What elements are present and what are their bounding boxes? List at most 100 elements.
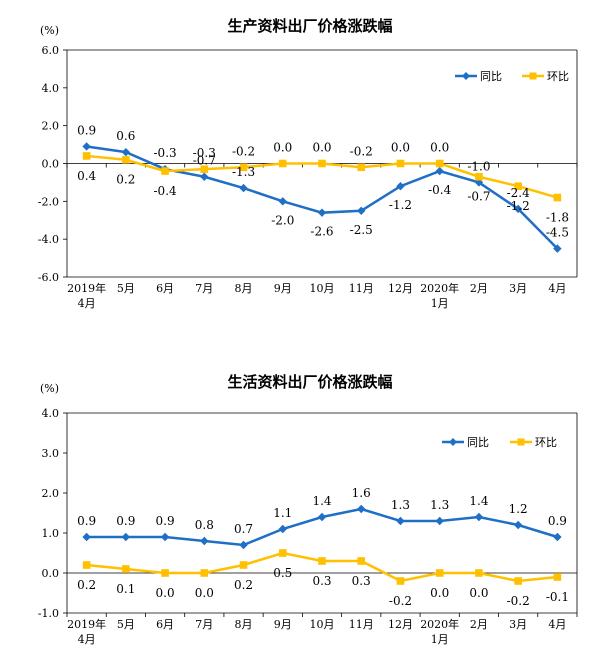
data-label: -0.3 <box>154 146 177 160</box>
y-tick-label: -1.0 <box>38 607 59 620</box>
x-tick-label: 7月 <box>195 282 213 295</box>
data-point <box>239 561 248 569</box>
legend-label: 同比 <box>480 70 502 83</box>
y-tick-label: 1.0 <box>42 527 60 540</box>
data-label: 1.4 <box>469 494 488 508</box>
data-label: 0.1 <box>116 582 135 596</box>
x-tick-label: 5月 <box>117 282 135 295</box>
x-tick-label: 4月 <box>548 282 566 295</box>
data-label: -2.5 <box>350 223 373 237</box>
data-point <box>396 516 405 526</box>
data-label: -0.4 <box>428 183 452 197</box>
x-tick-label: 2月 <box>470 282 488 295</box>
data-label: -0.3 <box>193 146 216 160</box>
data-label: 0.3 <box>312 574 331 588</box>
data-label: 1.3 <box>391 498 410 512</box>
data-point <box>82 532 91 542</box>
data-point <box>239 163 248 172</box>
data-point <box>200 172 209 181</box>
data-point <box>317 208 327 217</box>
data-point <box>435 159 444 168</box>
data-label: -1.2 <box>389 198 412 212</box>
data-label: 0.2 <box>116 173 135 187</box>
data-label: -2.0 <box>271 213 294 227</box>
x-tick-label: 3月 <box>509 618 527 631</box>
data-point <box>553 244 562 253</box>
chart-2: 生活资料出厂价格涨跌幅 (%) 4.0 3.0 2.0 1.0 0.0 -1.0 2019年 4月… <box>38 373 578 646</box>
data-point <box>553 532 562 542</box>
data-point <box>278 159 287 168</box>
data-point <box>396 577 405 585</box>
x-tick-label: 9月 <box>274 282 292 295</box>
data-label: -0.2 <box>350 144 373 158</box>
data-label: -2.6 <box>310 225 333 239</box>
data-point <box>200 569 209 577</box>
data-point <box>278 549 287 557</box>
data-point <box>122 155 130 164</box>
data-point <box>278 524 287 534</box>
data-point <box>200 536 209 546</box>
x-tick-label: 5月 <box>117 618 135 631</box>
y-tick-label: 2.0 <box>42 120 60 133</box>
data-label: 0.0 <box>430 141 449 155</box>
x-tick-label: 10月 <box>310 282 335 295</box>
x-tick-label: 4月 <box>78 633 96 646</box>
data-label: 0.9 <box>77 514 96 528</box>
unit-label: (%) <box>40 382 59 395</box>
x-tick-label: 2020年 <box>420 617 459 631</box>
data-label: 0.3 <box>352 574 371 588</box>
data-point <box>435 166 444 176</box>
data-label: 0.0 <box>312 141 331 155</box>
data-point <box>318 159 326 168</box>
x-tick-label: 11月 <box>349 618 374 631</box>
data-point <box>357 504 366 514</box>
data-point <box>317 512 327 522</box>
data-point <box>239 540 248 550</box>
data-label: 1.3 <box>430 498 449 512</box>
data-label: 0.6 <box>116 129 135 143</box>
chart-1: 生产资料出厂价格涨跌幅 (%) 6.0 4.0 2.0 0.0 -2.0 -4.0 -6.0 20… <box>38 17 578 310</box>
data-point <box>357 163 366 172</box>
data-point <box>357 557 366 565</box>
x-tick-label: 9月 <box>274 618 292 631</box>
x-tick-label: 1月 <box>431 633 449 646</box>
x-tick-label: 8月 <box>235 618 253 631</box>
data-label: -0.7 <box>467 190 490 204</box>
data-label: 0.0 <box>156 586 175 600</box>
data-label: 0.9 <box>548 514 567 528</box>
x-tick-label: 12月 <box>388 282 413 295</box>
y-tick-label: -6.0 <box>38 271 59 284</box>
x-tick-label: 1月 <box>431 297 449 310</box>
data-label: -0.4 <box>154 184 178 198</box>
data-label: 0.0 <box>273 141 292 155</box>
data-point <box>278 197 287 206</box>
x-tick-label: 4月 <box>548 618 566 631</box>
data-point <box>82 142 91 151</box>
y-tick-label: 0.0 <box>42 158 60 171</box>
data-point <box>514 182 522 190</box>
data-point <box>160 532 170 542</box>
data-point <box>553 573 562 581</box>
data-point <box>396 182 405 191</box>
y-tick-label: -4.0 <box>38 233 59 246</box>
unit-label: (%) <box>40 24 59 37</box>
legend-label: 环比 <box>535 436 557 449</box>
chart-title: 生产资料出厂价格涨跌幅 <box>227 17 392 35</box>
data-label: -0.7 <box>193 154 216 168</box>
y-tick-label: 4.0 <box>42 407 60 420</box>
data-point <box>82 561 91 569</box>
data-label: -0.2 <box>507 594 530 608</box>
x-tick-label: 12月 <box>388 618 413 631</box>
data-label: 0.9 <box>116 514 135 528</box>
x-tick-label: 3月 <box>509 282 527 295</box>
data-label: 0.9 <box>77 123 96 137</box>
data-point <box>318 557 326 565</box>
x-tick-label: 2月 <box>470 618 488 631</box>
data-point <box>121 532 131 542</box>
x-tick-label: 11月 <box>349 282 374 295</box>
y-tick-label: 6.0 <box>42 44 60 57</box>
data-label: -1.0 <box>467 159 490 173</box>
data-label: 0.8 <box>195 518 214 532</box>
data-point <box>475 172 483 181</box>
